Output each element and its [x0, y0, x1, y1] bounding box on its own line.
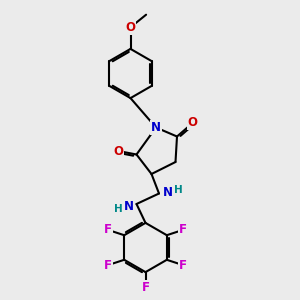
Text: F: F: [179, 223, 187, 236]
Text: N: N: [151, 121, 161, 134]
Text: F: F: [104, 259, 112, 272]
Text: O: O: [113, 145, 123, 158]
Text: O: O: [188, 116, 198, 130]
Text: F: F: [142, 281, 149, 294]
Text: H: H: [174, 185, 183, 195]
Text: H: H: [113, 204, 122, 214]
Text: O: O: [125, 21, 136, 34]
Text: N: N: [162, 185, 172, 199]
Text: F: F: [104, 223, 112, 236]
Text: N: N: [124, 200, 134, 213]
Text: F: F: [179, 259, 187, 272]
